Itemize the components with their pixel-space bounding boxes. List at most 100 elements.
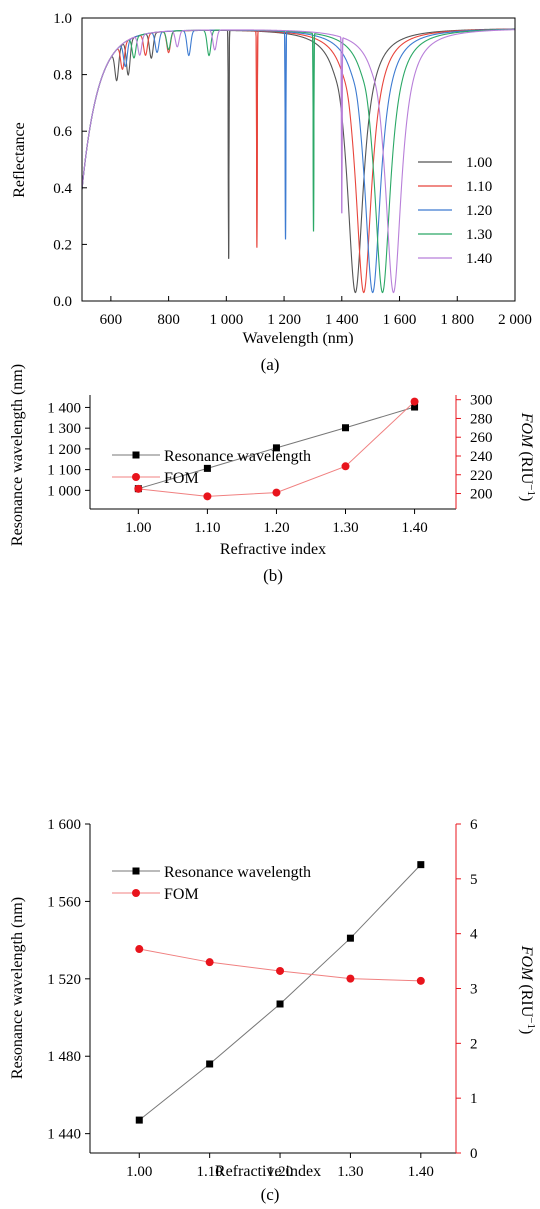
x-tick-label: 2 000	[498, 312, 532, 328]
data-point-square	[135, 1116, 143, 1124]
x-tick-label: 1.40	[401, 520, 427, 536]
x-tick-label: 600	[100, 312, 123, 328]
panel-c-left-axis-label: Resonance wavelength (nm)	[9, 897, 26, 1079]
data-point-circle	[341, 462, 350, 471]
panel-a-caption: (a)	[261, 355, 280, 374]
right-y-tick-label: 260	[470, 430, 493, 446]
right-y-tick-label: 3	[470, 982, 478, 998]
x-tick-label: 1.10	[194, 520, 220, 536]
panel-c-legend: Resonance wavelength FOM	[112, 864, 311, 903]
data-point-circle	[272, 488, 281, 497]
panel-b-x-axis-label: Refractive index	[220, 541, 326, 558]
data-point-circle	[276, 966, 285, 975]
left-y-tick-label: 1 440	[47, 1127, 81, 1143]
x-tick-label: 1 400	[325, 312, 359, 328]
panel-b-left-axis-label: Resonance wavelength (nm)	[9, 364, 26, 546]
panel-b-plot-area	[134, 397, 419, 501]
y-tick-label: 0.4	[53, 181, 72, 197]
narrow-dip-line-1.40	[339, 36, 344, 214]
x-tick-label: 800	[157, 312, 180, 328]
left-y-tick-label: 1 560	[47, 894, 81, 910]
narrow-dip-line-1.10	[255, 30, 259, 248]
legend-label: Resonance wavelength	[164, 864, 311, 881]
panel-a-x-axis-label: Wavelength (nm)	[242, 330, 353, 347]
left-y-tick-label: 1 100	[47, 463, 81, 479]
data-point-circle	[416, 976, 425, 985]
right-y-tick-label: 300	[470, 393, 493, 409]
left-y-tick-label: 1 400	[47, 400, 81, 416]
panel-a-frame	[81, 17, 516, 302]
right-y-tick-label: 240	[470, 449, 493, 465]
panel-c-plot-area	[135, 861, 425, 1124]
right-y-tick-label: 0	[470, 1146, 478, 1162]
spectrum-line-1.20	[82, 28, 515, 294]
x-tick-label: 1 600	[383, 312, 417, 328]
panel-a: 600 800 1 000 1 200 1 400 1 600 1 800 2 000 0.0…	[11, 11, 532, 374]
x-tick-label: 1 800	[440, 312, 474, 328]
left-y-tick-label: 1 480	[47, 1049, 81, 1065]
data-point-circle	[203, 492, 212, 501]
legend-label: 1.40	[466, 251, 492, 267]
data-point-square	[276, 1000, 284, 1008]
right-y-tick-label: 4	[470, 927, 478, 943]
left-y-tick-label: 1 000	[47, 483, 81, 499]
data-point-square	[342, 424, 350, 432]
legend-label: 1.30	[466, 227, 492, 243]
legend-marker-circle	[132, 473, 140, 481]
right-y-tick-label: 200	[470, 487, 493, 503]
panel-a-legend: 1.00 1.10 1.20 1.30 1.40	[418, 155, 492, 267]
legend-label: FOM	[164, 886, 199, 903]
legend-marker-square	[132, 451, 140, 459]
panel-c-right-axis-label: FOM (RIU−1)	[518, 945, 537, 1035]
right-y-tick-label: 1	[470, 1091, 478, 1107]
x-tick-label: 1.00	[125, 520, 151, 536]
legend-label: 1.10	[466, 179, 492, 195]
x-tick-label: 1.20	[263, 520, 289, 536]
data-point-circle	[410, 397, 419, 406]
x-tick-label: 1.40	[408, 1164, 434, 1180]
y-tick-label: 0.0	[53, 294, 72, 310]
x-tick-label: 1.30	[332, 520, 358, 536]
x-tick-label: 1 200	[267, 312, 301, 328]
data-point-circle	[346, 974, 355, 983]
right-y-tick-label: 220	[470, 468, 493, 484]
data-point-square	[411, 403, 419, 411]
panel-a-y-ticks: 0.0 0.2 0.4 0.6 0.8 1.0	[53, 11, 87, 310]
legend-label: Resonance wavelength	[164, 448, 311, 465]
x-tick-label: 1.20	[267, 1164, 293, 1180]
legend-label: FOM	[164, 470, 199, 487]
data-point-square	[272, 444, 280, 452]
data-point-circle	[134, 484, 143, 493]
left-y-tick-label: 1 520	[47, 972, 81, 988]
legend-label: 1.20	[466, 203, 492, 219]
y-tick-label: 0.2	[53, 237, 72, 253]
panel-c-x-axis-label: Refractive index	[215, 1163, 321, 1180]
data-point-square	[206, 1060, 214, 1068]
panel-a-x-ticks: 600 800 1 000 1 200 1 400 1 600 1 800 2 000	[100, 296, 532, 328]
x-tick-label: 1.10	[197, 1164, 223, 1180]
left-y-tick-label: 1 200	[47, 442, 81, 458]
legend-marker-circle	[132, 889, 140, 897]
panel-b: 1.00 1.10 1.20 1.30 1.40 1 000 1 100 1 200 1 300…	[9, 364, 537, 585]
right-y-tick-label: 5	[470, 872, 478, 888]
narrow-dip-line-1.30	[311, 32, 316, 232]
right-y-tick-label: 2	[470, 1036, 478, 1052]
spectrum-line-1.40	[82, 29, 515, 294]
data-point-square	[346, 934, 354, 942]
y-tick-label: 0.6	[53, 124, 72, 140]
panel-b-ticks: 1.00 1.10 1.20 1.30 1.40 1 000 1 100 1 200 1 300…	[47, 393, 492, 536]
x-tick-label: 1.30	[337, 1164, 363, 1180]
panel-b-caption: (b)	[263, 566, 283, 585]
data-point-circle	[205, 958, 214, 967]
legend-label: 1.00	[466, 155, 492, 171]
panel-c-caption: (c)	[261, 1185, 280, 1204]
y-tick-label: 1.0	[53, 11, 72, 27]
data-point-square	[203, 464, 211, 472]
panel-a-plot-area	[82, 28, 515, 294]
data-point-circle	[135, 945, 144, 954]
x-tick-label: 1 000	[209, 312, 243, 328]
panel-b-legend: Resonance wavelength FOM	[112, 448, 311, 487]
